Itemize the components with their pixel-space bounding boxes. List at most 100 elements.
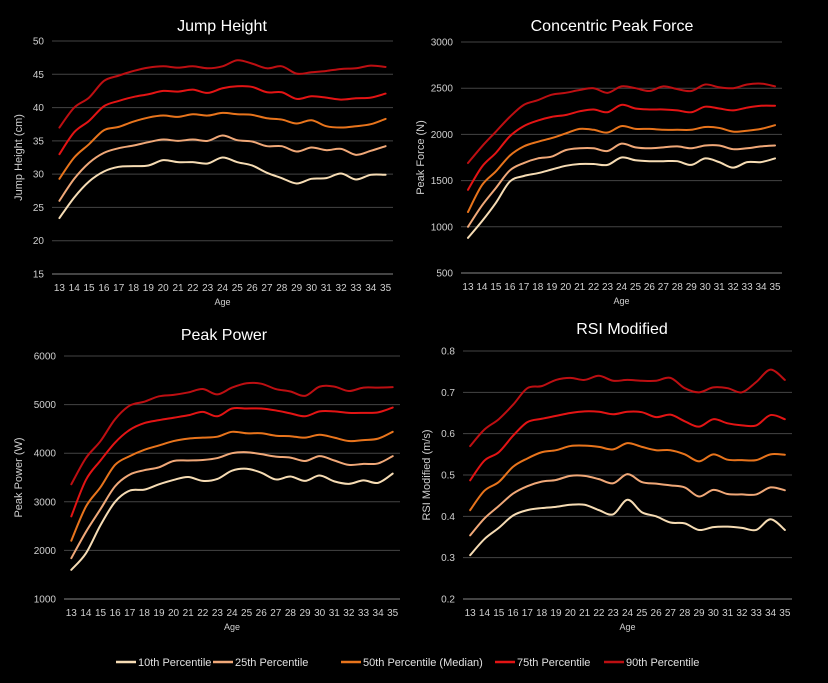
series-line-p75 (469, 410, 786, 482)
x-tick-label: 19 (546, 282, 558, 293)
x-tick-label: 29 (299, 608, 311, 619)
x-tick-label: 35 (779, 608, 791, 619)
x-tick-label: 28 (276, 283, 288, 294)
x-tick-label: 15 (493, 608, 505, 619)
series-line-p50 (70, 430, 394, 542)
x-tick-label: 20 (168, 608, 180, 619)
x-tick-label: 29 (693, 608, 705, 619)
chart-concentric-peak-force: Concentric Peak Force 500 1000 1500 2000 2500… (415, 18, 782, 306)
x-tick-label: 35 (380, 283, 392, 294)
y-tick-label: 20 (33, 236, 45, 247)
x-tick-label: 21 (183, 608, 195, 619)
legend-item: 10th Percentile (116, 657, 211, 669)
x-tick-label: 18 (139, 608, 151, 619)
x-tick-label: 25 (630, 282, 642, 293)
x-tick-label: 22 (197, 608, 209, 619)
x-tick-label: 27 (261, 283, 273, 294)
x-tick-label: 16 (508, 608, 520, 619)
x-tick-label: 34 (373, 608, 385, 619)
x-tick-label: 17 (518, 282, 530, 293)
x-tick-label: 23 (202, 283, 214, 294)
x-axis-label: Age (613, 296, 629, 306)
x-tick-label: 19 (153, 608, 165, 619)
x-tick-label: 15 (490, 282, 502, 293)
x-tick-label: 33 (751, 608, 763, 619)
x-tick-label: 29 (291, 283, 303, 294)
x-tick-label: 21 (579, 608, 591, 619)
series-line-p25 (58, 134, 387, 202)
y-tick-label: 2000 (34, 546, 57, 557)
x-tick-label: 33 (350, 283, 362, 294)
y-tick-label: 0.6 (441, 429, 455, 440)
x-tick-label: 33 (742, 282, 754, 293)
y-tick-label: 1000 (34, 595, 57, 606)
y-axis-label: RSI Modified (m/s) (421, 429, 433, 520)
x-tick-label: 27 (658, 282, 670, 293)
x-tick-label: 30 (700, 282, 712, 293)
series-line-p10 (70, 467, 394, 571)
y-tick-label: 3000 (431, 38, 454, 49)
x-tick-label: 19 (550, 608, 562, 619)
y-tick-label: 4000 (34, 449, 57, 460)
y-tick-label: 0.2 (441, 595, 455, 606)
x-tick-label: 23 (608, 608, 620, 619)
x-tick-label: 14 (69, 283, 81, 294)
legend-item: 25th Percentile (213, 657, 308, 669)
x-tick-label: 24 (217, 283, 229, 294)
x-tick-label: 31 (714, 282, 726, 293)
series-line-p50 (466, 124, 777, 214)
x-tick-label: 25 (232, 283, 244, 294)
y-axis-label: Peak Power (W) (13, 437, 25, 517)
x-tick-label: 22 (588, 282, 600, 293)
x-tick-label: 18 (532, 282, 544, 293)
x-tick-label: 17 (522, 608, 534, 619)
x-tick-label: 21 (574, 282, 586, 293)
x-tick-label: 22 (187, 283, 199, 294)
y-tick-label: 45 (33, 70, 45, 81)
x-tick-label: 13 (462, 282, 474, 293)
series-line-p50 (58, 111, 387, 180)
x-tick-label: 28 (285, 608, 297, 619)
x-tick-label: 20 (565, 608, 577, 619)
x-tick-label: 26 (247, 283, 259, 294)
chart-title: Peak Power (181, 327, 268, 344)
x-tick-label: 32 (343, 608, 355, 619)
y-tick-label: 1000 (431, 222, 454, 233)
y-tick-label: 3000 (34, 497, 57, 508)
x-tick-label: 15 (95, 608, 107, 619)
series-line-p75 (70, 406, 394, 518)
y-tick-label: 25 (33, 203, 45, 214)
y-tick-label: 5000 (34, 400, 57, 411)
x-tick-label: 13 (66, 608, 78, 619)
x-tick-label: 30 (314, 608, 326, 619)
y-tick-label: 0.3 (441, 553, 455, 564)
x-tick-label: 28 (672, 282, 684, 293)
x-tick-label: 23 (212, 608, 224, 619)
x-tick-label: 31 (722, 608, 734, 619)
y-tick-label: 2500 (431, 84, 454, 95)
x-tick-label: 18 (536, 608, 548, 619)
y-tick-label: 0.7 (441, 388, 455, 399)
x-tick-label: 16 (98, 283, 110, 294)
y-tick-label: 6000 (34, 352, 57, 363)
x-tick-label: 26 (651, 608, 663, 619)
y-tick-label: 50 (33, 37, 45, 48)
x-tick-label: 27 (665, 608, 677, 619)
x-tick-label: 16 (110, 608, 122, 619)
x-tick-label: 20 (158, 283, 170, 294)
series-line-p90 (58, 59, 387, 129)
x-tick-label: 32 (728, 282, 740, 293)
legend-label: 10th Percentile (138, 657, 211, 669)
legend-label: 90th Percentile (626, 657, 699, 669)
series-line-p25 (469, 473, 786, 537)
x-tick-label: 32 (736, 608, 748, 619)
x-tick-label: 13 (54, 283, 66, 294)
series-line-p90 (469, 368, 786, 448)
series-line-p10 (469, 498, 786, 557)
legend-item: 50th Percentile (Median) (341, 657, 483, 669)
y-tick-label: 1500 (431, 176, 454, 187)
y-tick-label: 15 (33, 270, 45, 281)
